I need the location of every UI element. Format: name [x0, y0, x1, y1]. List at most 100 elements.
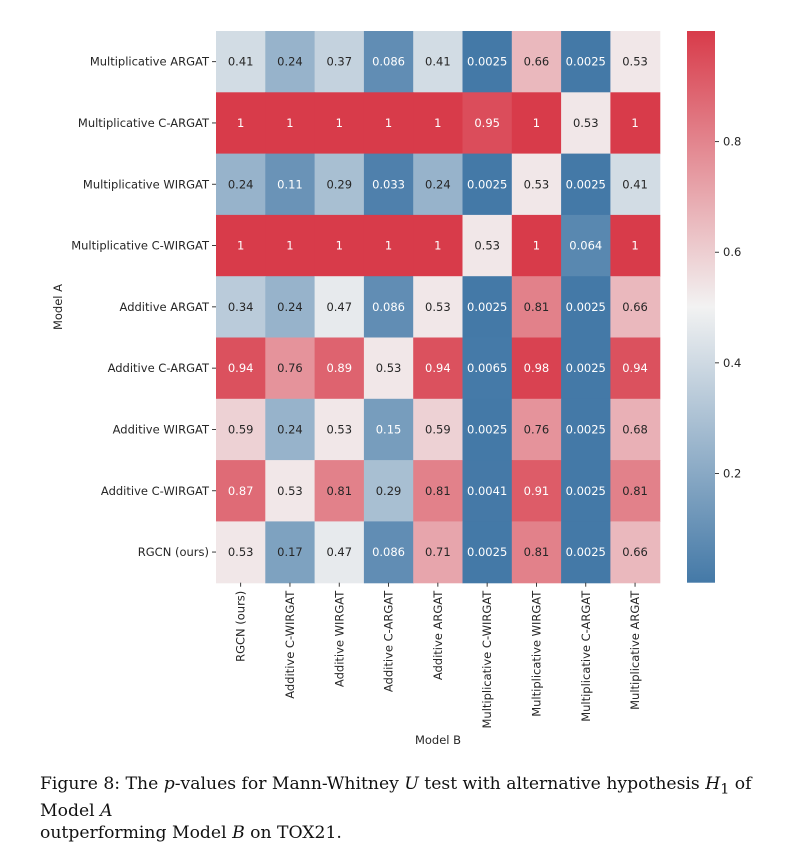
- cell-value-label: 0.0065: [467, 361, 507, 375]
- caption-text: test with alternative hypothesis: [418, 774, 706, 794]
- caption-text: outperforming Model: [40, 823, 233, 844]
- heatmap-cell: [610, 521, 661, 584]
- cell-value-label: 1: [434, 116, 441, 130]
- cell-value-label: 0.41: [425, 55, 451, 69]
- cell-value-label: 0.53: [524, 177, 550, 191]
- heatmap-cell: [462, 31, 513, 93]
- heatmap-cell: [216, 398, 266, 461]
- column-tick-label: RGCN (ours): [234, 591, 248, 662]
- heatmap-cell: [561, 92, 611, 155]
- heatmap-cell: [314, 92, 365, 155]
- caption-figure-label: Figure 8:: [40, 774, 121, 794]
- heatmap-cell: [413, 521, 464, 584]
- heatmap-cells: 0.41 0.24 0.37 0.086 0.41 0.0025 0.66 0.0025 0.5…: [216, 31, 661, 584]
- heatmap-cell: [561, 460, 611, 522]
- cell-value-label: 1: [533, 239, 540, 253]
- cell-value-label: 0.37: [326, 55, 352, 69]
- caption-text: on TOX21.: [244, 823, 342, 844]
- cell-value-label: 0.29: [376, 484, 402, 498]
- heatmap-cell: [216, 337, 266, 400]
- cell-value-label: 0.033: [372, 177, 405, 191]
- column-tick-label: Additive ARGAT: [431, 590, 445, 680]
- colorbar: 0.2 0.4 0.6 0.8: [687, 31, 741, 583]
- cell-value-label: 1: [385, 239, 392, 253]
- caption-text: of Model: [40, 774, 752, 822]
- heatmap-cell: [413, 276, 464, 339]
- heatmap-cell: [462, 521, 513, 584]
- cell-value-label: 0.0025: [467, 177, 507, 191]
- heatmap-cell: [413, 460, 464, 522]
- cell-value-label: 0.0025: [566, 422, 606, 436]
- cell-value-label: 0.81: [622, 484, 648, 498]
- caption-italic-u: U: [404, 774, 419, 794]
- heatmap-cell: [511, 337, 562, 400]
- colorbar-tick-label: 0.4: [723, 356, 741, 370]
- heatmap-cell: [216, 460, 266, 522]
- cell-value-label: 0.53: [425, 300, 451, 314]
- heatmap-cell: [265, 214, 316, 277]
- column-tick-label: Additive WIRGAT: [332, 590, 346, 687]
- heatmap-cell: [265, 31, 316, 93]
- colorbar-tick-label: 0.6: [723, 245, 741, 259]
- column-tick-labels: RGCN (ours) Additive C-WIRGAT Additive WIR…: [234, 582, 642, 728]
- heatmap-cell: [561, 31, 611, 93]
- column-tick-label: Additive C-WIRGAT: [283, 590, 297, 699]
- heatmap-cell: [413, 31, 464, 93]
- caption-text: The: [125, 774, 164, 794]
- column-tick-label: Multiplicative WIRGAT: [529, 590, 543, 717]
- cell-value-label: 1: [286, 239, 293, 253]
- heatmap-cell: [462, 153, 513, 216]
- cell-value-label: 0.94: [425, 361, 451, 375]
- heatmap-cell: [216, 521, 266, 584]
- cell-value-label: 1: [533, 116, 540, 130]
- column-tick-label: Multiplicative C-ARGAT: [579, 590, 593, 722]
- cell-value-label: 0.66: [524, 55, 550, 69]
- column-tick-label: Additive C-ARGAT: [382, 590, 396, 692]
- heatmap-cell: [363, 214, 414, 277]
- heatmap-cell: [610, 276, 661, 339]
- heatmap-cell: [363, 521, 414, 584]
- heatmap-cell: [265, 276, 316, 339]
- cell-value-label: 0.66: [622, 300, 648, 314]
- cell-value-label: 0.0025: [566, 177, 606, 191]
- caption-italic-h: H: [705, 774, 721, 794]
- heatmap-cell: [511, 214, 562, 277]
- heatmap-cell: [610, 460, 661, 522]
- cell-value-label: 0.53: [376, 361, 402, 375]
- caption-italic-p: p: [163, 774, 175, 794]
- heatmap-cell: [363, 92, 414, 155]
- cell-value-label: 0.11: [277, 177, 303, 191]
- cell-value-label: 1: [237, 239, 244, 253]
- cell-value-label: 0.47: [326, 545, 352, 559]
- heatmap-cell: [314, 337, 365, 400]
- cell-value-label: 0.47: [326, 300, 352, 314]
- cell-value-label: 0.53: [326, 422, 352, 436]
- cell-value-label: 0.0025: [566, 545, 606, 559]
- heatmap-cell: [462, 214, 513, 277]
- heatmap-cell: [561, 398, 611, 461]
- heatmap-cell: [511, 521, 562, 584]
- cell-value-label: 0.89: [326, 361, 352, 375]
- caption-subscript: 1: [720, 781, 730, 798]
- cell-value-label: 0.0025: [467, 300, 507, 314]
- heatmap-cell: [413, 92, 464, 155]
- x-axis-label: Model B: [415, 733, 461, 747]
- heatmap-cell: [462, 92, 513, 155]
- heatmap-cell: [413, 337, 464, 400]
- heatmap-cell: [610, 398, 661, 461]
- heatmap-cell: [314, 398, 365, 461]
- cell-value-label: 0.15: [376, 422, 402, 436]
- heatmap-cell: [216, 31, 266, 93]
- heatmap-cell: [314, 31, 365, 93]
- row-tick-label: Additive C-WIRGAT: [101, 484, 210, 498]
- heatmap-cell: [561, 276, 611, 339]
- cell-value-label: 0.98: [524, 361, 550, 375]
- heatmap-cell: [216, 153, 266, 216]
- heatmap-cell: [511, 398, 562, 461]
- heatmap-cell: [511, 92, 562, 155]
- caption-italic-a: A: [100, 801, 113, 822]
- cell-value-label: 1: [336, 116, 343, 130]
- cell-value-label: 0.53: [474, 239, 500, 253]
- cell-value-label: 0.17: [277, 545, 303, 559]
- cell-value-label: 1: [631, 239, 638, 253]
